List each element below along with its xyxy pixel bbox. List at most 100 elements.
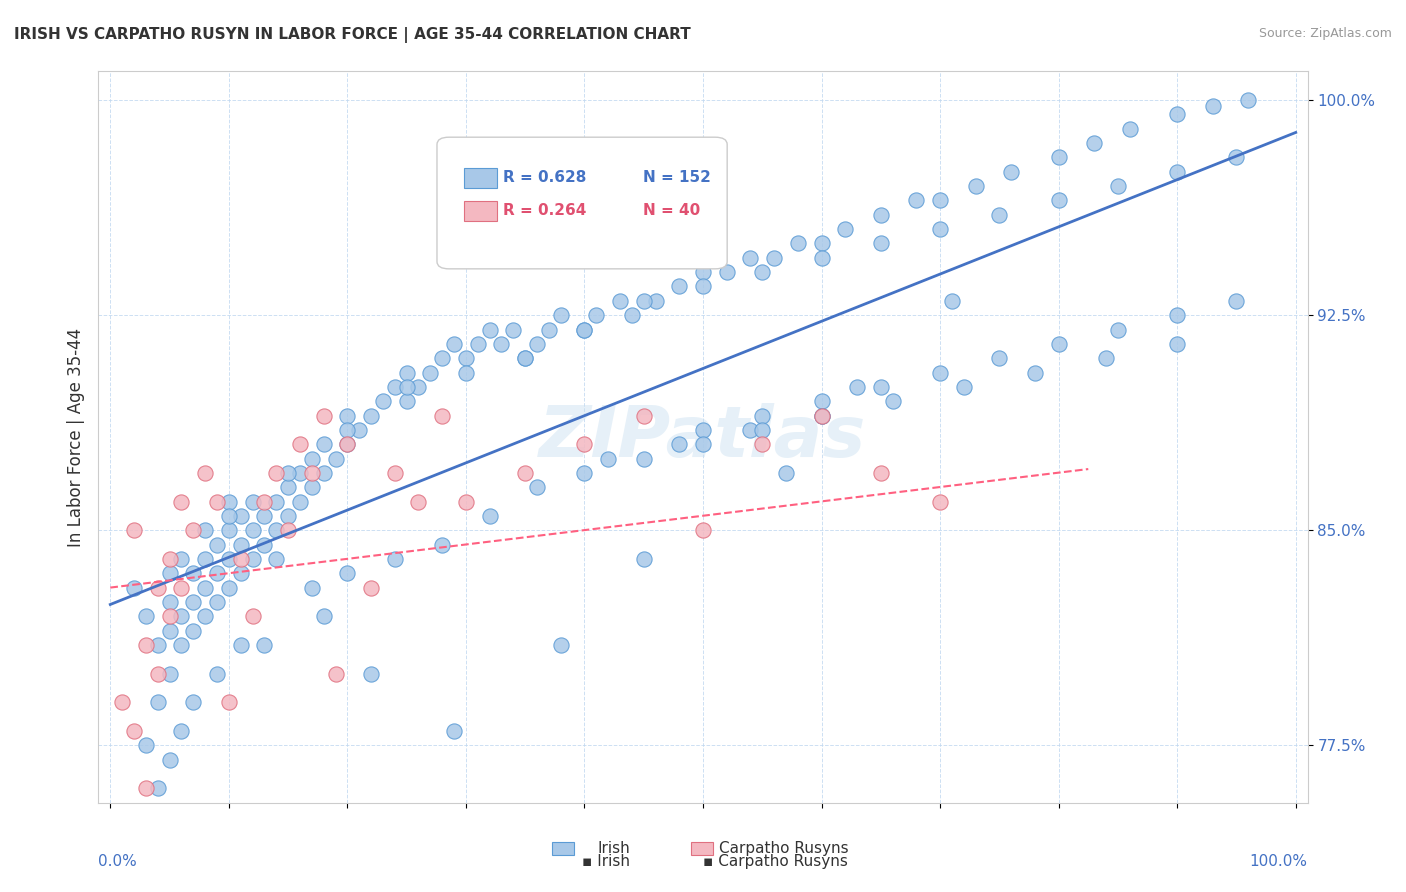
Point xyxy=(633,293,655,308)
Point xyxy=(846,380,869,394)
Point xyxy=(264,552,287,566)
Point xyxy=(988,208,1011,222)
Point xyxy=(598,451,620,466)
Point xyxy=(633,409,655,423)
Point xyxy=(229,638,252,652)
Point xyxy=(181,566,204,581)
Point xyxy=(692,279,714,293)
Point xyxy=(325,451,347,466)
Point xyxy=(205,494,228,508)
Point xyxy=(952,380,974,394)
Point xyxy=(312,409,335,423)
Point xyxy=(716,265,738,279)
Point xyxy=(454,366,477,380)
Point xyxy=(384,552,406,566)
Point xyxy=(146,666,169,681)
Point xyxy=(159,595,181,609)
Point xyxy=(751,265,773,279)
Point xyxy=(574,322,596,336)
Point xyxy=(882,394,904,409)
Point xyxy=(253,538,276,552)
Point xyxy=(502,322,524,336)
Point xyxy=(810,251,832,265)
Point xyxy=(668,279,690,293)
Text: ZIPatlas: ZIPatlas xyxy=(540,402,866,472)
Point xyxy=(229,508,252,523)
Point xyxy=(253,508,276,523)
Point xyxy=(146,695,169,709)
Point xyxy=(218,552,240,566)
Point xyxy=(1047,194,1070,208)
Point xyxy=(467,336,489,351)
Point xyxy=(1225,293,1247,308)
Point xyxy=(312,437,335,451)
Point xyxy=(1237,93,1260,107)
Point xyxy=(181,624,204,638)
Point xyxy=(810,409,832,423)
Point xyxy=(181,524,204,538)
Point xyxy=(181,595,204,609)
Point xyxy=(170,552,193,566)
Text: ▪ Irish: ▪ Irish xyxy=(582,854,630,869)
Point xyxy=(277,466,299,480)
Point xyxy=(301,451,323,466)
Point xyxy=(336,566,359,581)
Point xyxy=(929,366,952,380)
Text: N = 40: N = 40 xyxy=(643,202,700,218)
Point xyxy=(1225,150,1247,164)
Point xyxy=(194,524,217,538)
Point xyxy=(550,308,572,322)
Point xyxy=(965,179,987,194)
Point xyxy=(288,466,311,480)
Point xyxy=(336,437,359,451)
Point xyxy=(1202,99,1225,113)
Point xyxy=(170,724,193,739)
Point xyxy=(1166,308,1188,322)
Point xyxy=(454,494,477,508)
Point xyxy=(692,423,714,437)
FancyBboxPatch shape xyxy=(551,842,574,855)
Point xyxy=(537,322,560,336)
Point xyxy=(122,524,145,538)
Point xyxy=(360,666,382,681)
Point xyxy=(869,466,891,480)
Point xyxy=(775,466,797,480)
Point xyxy=(122,581,145,595)
Point xyxy=(751,437,773,451)
Point xyxy=(419,366,441,380)
Point xyxy=(264,494,287,508)
Point xyxy=(408,494,430,508)
Point xyxy=(515,351,537,366)
Point xyxy=(122,724,145,739)
Point xyxy=(170,581,193,595)
Point xyxy=(205,566,228,581)
Point xyxy=(371,394,394,409)
Point xyxy=(277,524,299,538)
Point xyxy=(786,236,808,251)
Point xyxy=(325,666,347,681)
Text: R = 0.264: R = 0.264 xyxy=(503,202,586,218)
Point xyxy=(491,336,513,351)
Point xyxy=(1119,121,1142,136)
Point xyxy=(740,251,762,265)
Point xyxy=(288,437,311,451)
Point xyxy=(242,494,264,508)
Point xyxy=(550,638,572,652)
Point xyxy=(692,265,714,279)
Point xyxy=(277,508,299,523)
Point xyxy=(194,581,217,595)
Point xyxy=(395,394,418,409)
Point xyxy=(432,538,454,552)
Point xyxy=(574,466,596,480)
Point xyxy=(692,437,714,451)
Point xyxy=(146,638,169,652)
Point xyxy=(242,552,264,566)
Point xyxy=(336,409,359,423)
Point xyxy=(135,609,157,624)
Point xyxy=(301,480,323,494)
Point xyxy=(574,437,596,451)
Point xyxy=(1083,136,1105,150)
Point xyxy=(111,695,134,709)
Point xyxy=(159,666,181,681)
Point xyxy=(159,753,181,767)
